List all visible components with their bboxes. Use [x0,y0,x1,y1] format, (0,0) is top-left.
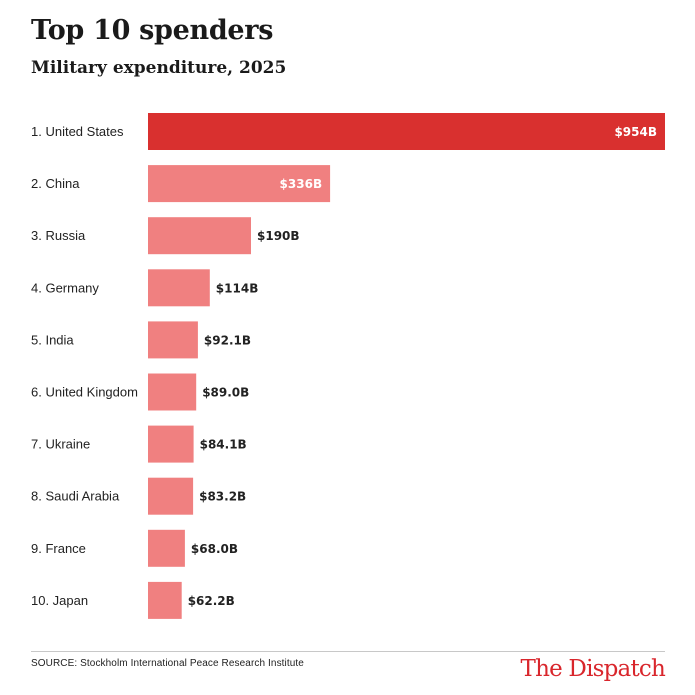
category-label: 7. Ukraine [31,437,90,452]
bar-9 [148,581,182,619]
source-note: SOURCE: Stockholm International Peace Re… [31,658,304,669]
category-label: 8. Saudi Arabia [31,489,120,504]
value-label: $84.1B [200,438,247,452]
bar-2 [148,217,251,255]
brand-logo: The Dispatch [520,656,666,682]
category-label: 1. United States [31,124,124,139]
chart-subtitle: Military expenditure, 2025 [31,58,287,78]
bar-3 [148,269,210,307]
category-label: 3. Russia [31,228,86,243]
category-label: 4. Germany [31,280,99,295]
bar-chart: 1. United States $954B 2. China $336B 3. Rus… [31,113,665,619]
category-label: 6. United Kingdom [31,385,138,400]
value-label: $68.0B [191,542,238,556]
bar-8 [148,529,185,567]
value-label: $114B [216,281,259,295]
category-label: 9. France [31,541,86,556]
bar-4 [148,321,198,359]
value-label: $62.2B [188,594,235,608]
category-label: 2. China [31,176,80,191]
bar-7 [148,477,194,515]
value-label: $83.2B [199,490,246,504]
value-label: $89.0B [202,386,249,400]
value-label: $336B [280,177,323,191]
chart-title: Top 10 spenders [31,15,274,46]
value-label: $92.1B [204,333,251,347]
bar-0 [148,113,665,150]
category-label: 10. Japan [31,593,88,608]
value-label: $190B [257,229,300,243]
value-label: $954B [614,125,657,139]
bar-5 [148,373,197,411]
footer-divider [31,651,665,652]
category-label: 5. India [31,332,74,347]
bar-1 [148,165,331,203]
bar-6 [148,425,194,463]
